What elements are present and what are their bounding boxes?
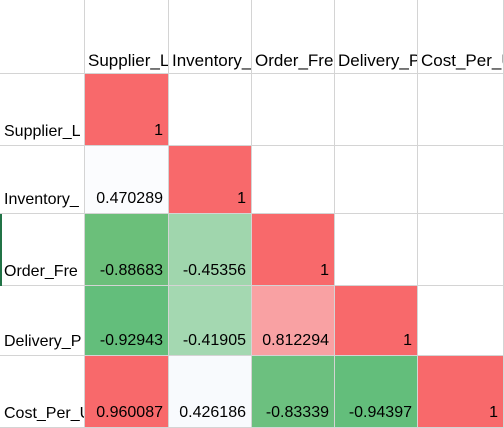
matrix-cell-r2-c1[interactable]: 0.470289	[85, 146, 169, 214]
matrix-cell-r5-c4[interactable]: -0.94397	[335, 356, 418, 428]
matrix-cell-r4-c3[interactable]: 0.812294	[252, 286, 335, 356]
column-header-delivery[interactable]: Delivery_P	[335, 0, 418, 74]
matrix-cell-r3-c1[interactable]: -0.88683	[85, 214, 169, 286]
matrix-cell-r5-c2[interactable]: 0.426186	[169, 356, 252, 428]
row-selection-marker	[0, 214, 2, 286]
matrix-cell-r3-c2[interactable]: -0.45356	[169, 214, 252, 286]
matrix-cell-r1-c3[interactable]	[252, 74, 335, 146]
row-header-delivery[interactable]: Delivery_P	[0, 286, 85, 356]
matrix-cell-r1-c1[interactable]: 1	[85, 74, 169, 146]
matrix-cell-r4-c5[interactable]	[418, 286, 504, 356]
matrix-cell-r4-c1[interactable]: -0.92943	[85, 286, 169, 356]
matrix-cell-r1-c4[interactable]	[335, 74, 418, 146]
matrix-cell-r2-c2[interactable]: 1	[169, 146, 252, 214]
column-header-inventory[interactable]: Inventory_	[169, 0, 252, 74]
matrix-cell-r1-c2[interactable]	[169, 74, 252, 146]
matrix-cell-r2-c4[interactable]	[335, 146, 418, 214]
matrix-cell-r4-c4[interactable]: 1	[335, 286, 418, 356]
matrix-cell-r1-c5[interactable]	[418, 74, 504, 146]
corner-cell[interactable]	[0, 0, 85, 74]
matrix-cell-r2-c5[interactable]	[418, 146, 504, 214]
matrix-cell-r3-c5[interactable]	[418, 214, 504, 286]
matrix-cell-r5-c5[interactable]: 1	[418, 356, 504, 428]
row-header-supplier[interactable]: Supplier_L	[0, 74, 85, 146]
column-header-supplier[interactable]: Supplier_L	[85, 0, 169, 74]
row-header-cost-per-unit[interactable]: Cost_Per_U	[0, 356, 85, 428]
row-header-inventory[interactable]: Inventory_	[0, 146, 85, 214]
row-header-order-frequency[interactable]: Order_Fre	[0, 214, 85, 286]
matrix-cell-r3-c3[interactable]: 1	[252, 214, 335, 286]
matrix-cell-r2-c3[interactable]	[252, 146, 335, 214]
matrix-cell-r5-c3[interactable]: -0.83339	[252, 356, 335, 428]
matrix-cell-r5-c1[interactable]: 0.960087	[85, 356, 169, 428]
column-header-cost-per-unit[interactable]: Cost_Per_U	[418, 0, 504, 74]
matrix-cell-r4-c2[interactable]: -0.41905	[169, 286, 252, 356]
matrix-cell-r3-c4[interactable]	[335, 214, 418, 286]
column-header-order-frequency[interactable]: Order_Fre	[252, 0, 335, 74]
